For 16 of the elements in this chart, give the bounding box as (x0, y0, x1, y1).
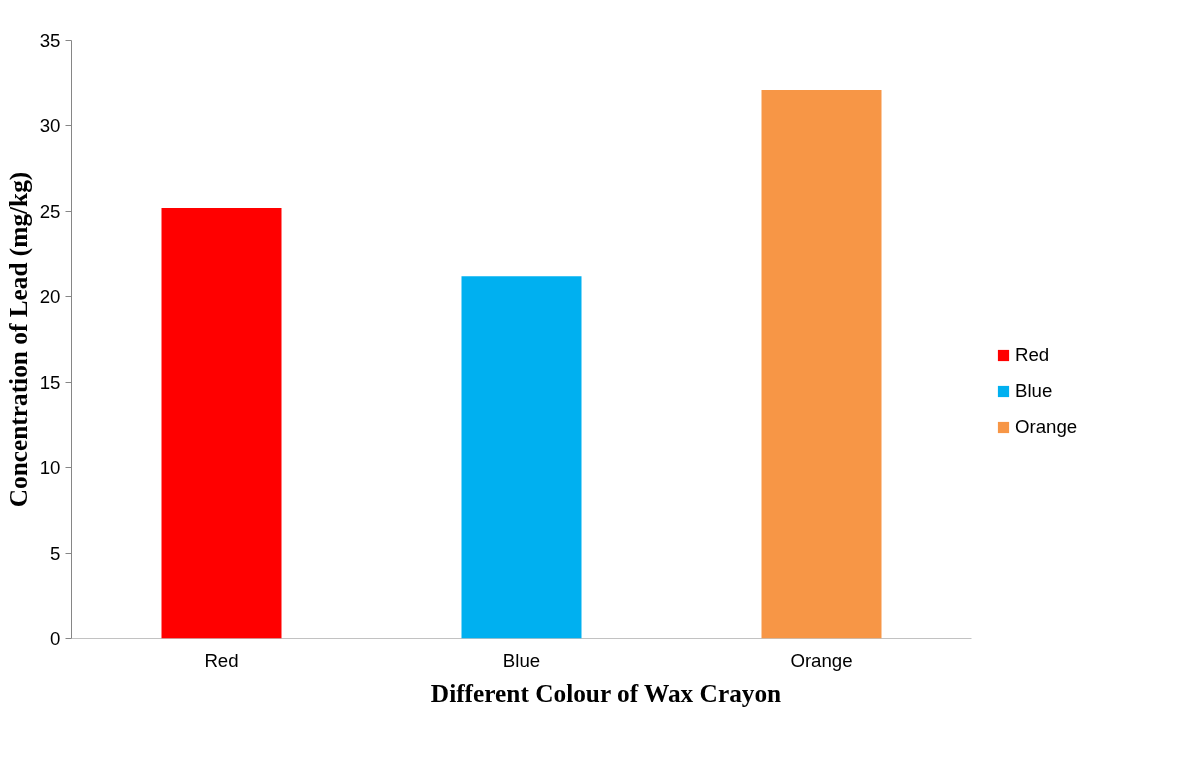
legend-label: Orange (1015, 416, 1078, 438)
y-tick-label: 35 (39, 30, 61, 51)
y-tick-label: 30 (39, 115, 61, 137)
legend-label: Red (1015, 344, 1050, 366)
y-tick-label: 5 (50, 542, 61, 564)
y-tick-label: 0 (50, 628, 61, 649)
y-tick-label: 15 (39, 371, 61, 393)
y-tick-label: 20 (39, 286, 61, 308)
x-tick-label: Orange (790, 649, 853, 671)
y-tick-label: 25 (39, 200, 61, 222)
x-tick-label: Red (204, 649, 239, 671)
legend-label: Blue (1015, 380, 1053, 402)
y-tick-label: 10 (39, 457, 61, 479)
x-tick-label: Blue (502, 649, 541, 671)
x-axis-title: Different Colour of Wax Crayon (430, 678, 782, 707)
y-axis-title: Concentration of Lead (mg/kg) (3, 171, 33, 508)
